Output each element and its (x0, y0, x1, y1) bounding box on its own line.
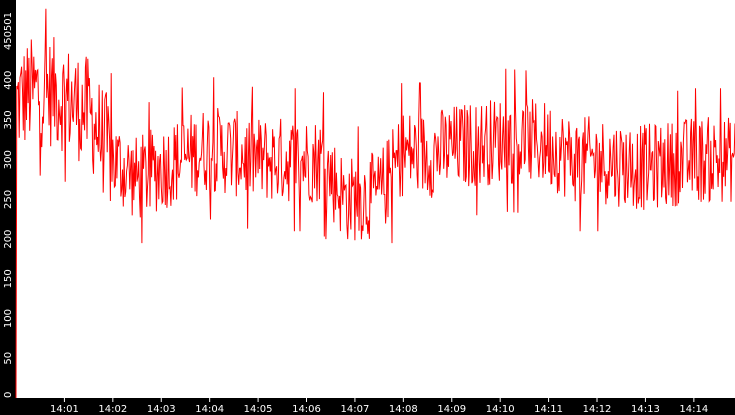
y-tick-label: 400 (3, 71, 14, 90)
x-tick-label: 14:01 (50, 404, 79, 415)
y-tick-label: 300 (3, 150, 14, 169)
x-tick-label: 14:14 (679, 404, 708, 415)
y-tick-label: 50 (3, 352, 14, 365)
y-tick-label: 250 (3, 190, 14, 209)
y-tick-label: 501 (3, 12, 14, 31)
x-tick-label: 14:04 (195, 404, 224, 415)
x-axis: 14:01 14:02 14:03 14:04 14:05 14:06 14:07 14:08… (50, 398, 708, 415)
x-tick-label: 14:13 (631, 404, 660, 415)
x-tick-label: 14:10 (486, 404, 515, 415)
x-tick-label: 14:06 (292, 404, 321, 415)
y-tick-label: 200 (3, 230, 14, 249)
x-tick-label: 14:02 (98, 404, 127, 415)
x-tick-label: 14:08 (389, 404, 418, 415)
plot-area (16, 0, 735, 398)
x-tick-label: 14:11 (534, 404, 563, 415)
y-tick-label: 100 (3, 309, 14, 328)
y-tick-label: 350 (3, 110, 14, 129)
y-tick-label: 150 (3, 269, 14, 288)
x-tick-label: 14:03 (147, 404, 176, 415)
x-tick-label: 14:12 (583, 404, 612, 415)
x-tick-label: 14:09 (437, 404, 466, 415)
y-tick-label: 450 (3, 31, 14, 50)
x-tick-label: 14:05 (244, 404, 273, 415)
x-tick-label: 14:07 (341, 404, 370, 415)
series-line (15, 8, 735, 399)
y-tick-label: 0 (3, 392, 14, 398)
